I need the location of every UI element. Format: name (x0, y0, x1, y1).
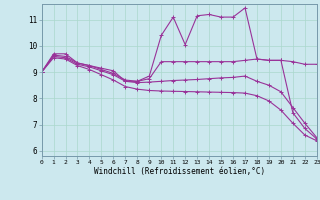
X-axis label: Windchill (Refroidissement éolien,°C): Windchill (Refroidissement éolien,°C) (94, 167, 265, 176)
